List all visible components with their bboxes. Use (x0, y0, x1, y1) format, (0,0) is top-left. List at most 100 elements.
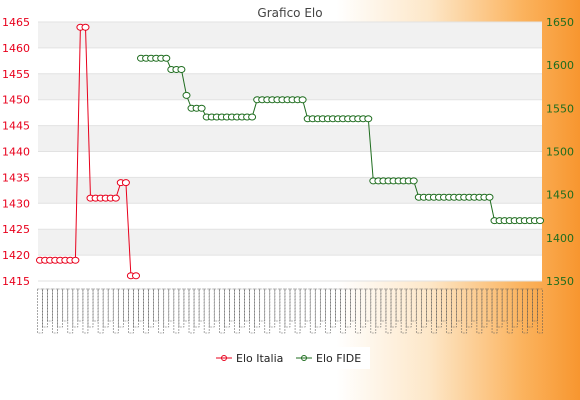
grid-band (38, 22, 542, 48)
x-tick-label (72, 288, 79, 328)
x-tick-label (107, 288, 114, 322)
x-tick-label (198, 288, 205, 322)
data-point (177, 66, 186, 73)
x-tick-label (506, 288, 513, 334)
x-tick-label (415, 288, 422, 334)
left-tick-label: 1465 (2, 16, 30, 29)
x-tick-label (335, 288, 341, 322)
x-tick-label (405, 288, 412, 328)
x-tick-label (37, 288, 43, 334)
x-tick-label (118, 288, 124, 328)
right-tick-label: 1650 (546, 16, 574, 29)
data-point (132, 272, 140, 280)
x-tick-label (299, 288, 306, 328)
x-tick-label (163, 288, 170, 328)
legend-label-italia: Elo Italia (236, 352, 283, 365)
left-tick-label: 1450 (2, 94, 30, 107)
x-tick-label (511, 288, 518, 328)
x-tick-label (102, 288, 109, 328)
legend-box (210, 347, 370, 369)
x-tick-label (219, 288, 225, 334)
x-tick-label (143, 288, 149, 334)
right-tick-label: 1400 (546, 232, 574, 245)
x-tick-label (193, 288, 200, 328)
x-tick-label (97, 288, 104, 334)
left-tick-label: 1430 (2, 197, 30, 210)
left-tick-label: 1455 (2, 68, 30, 81)
left-tick-label: 1445 (2, 120, 30, 133)
x-tick-label (360, 288, 367, 328)
right-tick-label: 1600 (546, 59, 574, 72)
x-tick-label (82, 288, 89, 334)
x-tick-label (304, 288, 311, 322)
x-tick-label (476, 288, 483, 334)
x-tick-label (67, 288, 74, 334)
data-point (182, 91, 191, 99)
data-point (409, 177, 418, 185)
x-tick-label (426, 288, 432, 322)
data-point (162, 54, 171, 62)
x-tick-label (57, 288, 64, 328)
x-tick-label (138, 288, 144, 322)
data-point (111, 194, 120, 202)
x-tick-label (532, 288, 538, 322)
x-tick-label (451, 288, 457, 328)
x-tick-label (188, 288, 195, 334)
legend: Elo Italia Elo FIDE (210, 347, 370, 369)
left-tick-label: 1435 (2, 171, 30, 184)
x-tick-label (380, 288, 387, 322)
x-tick-label (279, 288, 286, 334)
x-tick-label (274, 288, 281, 322)
x-tick-label (123, 288, 129, 322)
left-tick-label: 1415 (2, 275, 30, 288)
data-point (248, 113, 257, 121)
x-tick-label (153, 288, 159, 322)
data-point (364, 115, 373, 123)
x-tick-label (431, 288, 437, 334)
chart-title: Grafico Elo (257, 6, 322, 20)
x-tick-label (395, 288, 402, 322)
x-tick-label (400, 288, 407, 334)
right-tick-label: 1500 (546, 146, 574, 159)
x-tick-label (133, 288, 139, 328)
left-tick-label: 1425 (2, 223, 30, 236)
data-point (81, 23, 90, 31)
x-tick-label (224, 288, 230, 328)
x-tick-label (501, 288, 508, 322)
x-tick-label (249, 288, 255, 334)
x-tick-label (168, 288, 175, 322)
grid-band (38, 229, 542, 256)
x-tick-label (385, 288, 392, 334)
x-tick-label (128, 288, 134, 334)
x-tick-label (320, 288, 326, 322)
data-point (121, 179, 130, 187)
data-point (298, 96, 307, 104)
plot-area (38, 21, 542, 282)
x-tick-label (350, 288, 356, 322)
x-tick-label (330, 288, 336, 328)
grid-band (38, 73, 542, 100)
x-tick-label (436, 288, 442, 328)
x-tick-label (112, 288, 119, 334)
x-tick-label (461, 288, 468, 334)
x-tick-label (410, 288, 417, 322)
x-tick-label (421, 288, 427, 328)
x-tick-label (390, 288, 397, 328)
right-tick-label: 1450 (546, 189, 574, 202)
x-tick-label (466, 288, 473, 328)
x-tick-label (62, 288, 69, 322)
x-tick-label (537, 288, 543, 334)
right-tick-label: 1350 (546, 275, 574, 288)
x-tick-label (496, 288, 503, 328)
x-tick-label (365, 288, 372, 322)
x-tick-label (52, 288, 58, 334)
x-tick-label (158, 288, 165, 334)
x-tick-label (148, 288, 154, 328)
x-tick-label (345, 288, 351, 328)
x-tick-label (284, 288, 291, 328)
data-point (71, 256, 80, 264)
x-tick-label (259, 288, 266, 322)
x-tick-label (309, 288, 316, 334)
x-tick-label (234, 288, 240, 334)
